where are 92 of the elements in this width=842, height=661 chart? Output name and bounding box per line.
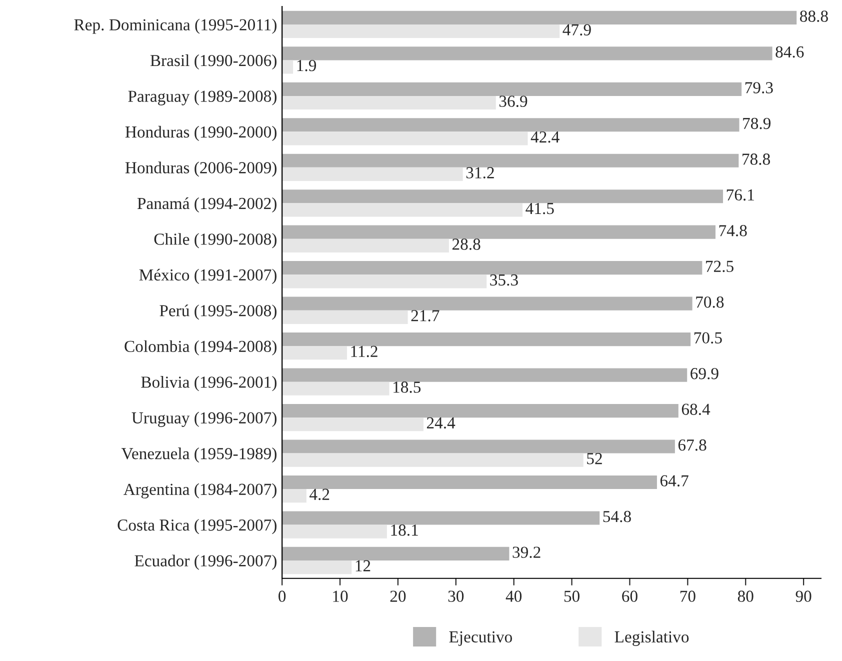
bar xyxy=(282,475,657,490)
bar xyxy=(282,132,528,146)
data-label: 74.8 xyxy=(719,225,747,236)
data-label: 88.8 xyxy=(800,10,828,22)
data-label: 35.3 xyxy=(490,274,518,286)
bar xyxy=(282,489,306,503)
y-tick-label: Argentina (1984-2007) xyxy=(124,483,276,498)
bar xyxy=(282,46,772,60)
bar xyxy=(282,238,449,252)
bar xyxy=(282,10,797,24)
bar xyxy=(282,511,600,525)
bar xyxy=(282,203,523,217)
data-label: 78.8 xyxy=(742,154,770,165)
data-label: 54.8 xyxy=(603,510,631,522)
data-label: 76.1 xyxy=(726,189,754,201)
x-tick-label: 60 xyxy=(622,590,638,602)
y-tick-label: Ecuador (1996-2007) xyxy=(134,554,276,570)
data-label: 4.2 xyxy=(310,488,330,500)
data-label: 52 xyxy=(587,453,602,464)
y-tick-label: Venezuela (1959-1989) xyxy=(121,448,276,463)
bar xyxy=(282,546,510,561)
y-tick-label: Bolivia (1996-2001) xyxy=(141,376,276,392)
data-label: 24.4 xyxy=(426,417,456,429)
bar xyxy=(282,24,560,38)
bar xyxy=(282,82,742,96)
y-tick-label: Colombia (1994-2008) xyxy=(124,340,276,356)
data-label: 1.9 xyxy=(297,60,316,72)
x-tick-label: 30 xyxy=(448,590,464,602)
bar xyxy=(282,60,294,74)
data-label: 70.5 xyxy=(694,332,722,344)
y-tick-label: Honduras (1990-2000) xyxy=(125,126,276,142)
x-tick-label: 0 xyxy=(278,590,286,602)
bar xyxy=(282,225,716,239)
y-tick-label: Rep. Dominicana (1995-2011) xyxy=(74,18,276,34)
data-label: 42.4 xyxy=(530,131,560,143)
data-label: 70.8 xyxy=(696,296,724,308)
y-tick-label: Perú (1995-2008) xyxy=(160,304,276,320)
legend-label: Legislativo xyxy=(614,630,689,646)
y-tick-label: Costa Rica (1995-2007) xyxy=(118,518,276,534)
y-tick-label: Chile (1990-2008) xyxy=(154,233,276,248)
data-label: 69.9 xyxy=(690,368,718,380)
bar xyxy=(282,418,424,432)
bar xyxy=(282,296,692,310)
y-tick-label: México (1991-2007) xyxy=(139,268,276,284)
data-label: 36.9 xyxy=(499,96,528,107)
bar xyxy=(282,310,408,324)
bar xyxy=(282,96,496,110)
bar xyxy=(282,261,702,275)
bar xyxy=(282,382,390,396)
bar xyxy=(282,274,487,288)
bar xyxy=(282,560,352,574)
y-tick-label: Paraguay (1989-2008) xyxy=(128,90,276,106)
data-label: 64.7 xyxy=(660,475,688,486)
y-tick-label: Uruguay (1996-2007) xyxy=(132,412,276,427)
bar xyxy=(282,524,387,538)
x-tick-label: 50 xyxy=(564,590,580,602)
data-label: 18.1 xyxy=(391,524,418,536)
data-label: 72.5 xyxy=(706,260,734,272)
data-label: 47.9 xyxy=(562,24,591,36)
data-label: 78.9 xyxy=(743,118,771,130)
legend-label: Ejecutivo xyxy=(449,631,512,646)
y-tick-label: Panamá (1994-2002) xyxy=(137,197,276,212)
y-tick-label: Brasil (1990-2006) xyxy=(150,54,276,70)
data-label: 11.2 xyxy=(351,346,378,358)
x-tick-label: 10 xyxy=(333,590,348,602)
bar xyxy=(282,404,678,418)
x-tick-label: 40 xyxy=(506,590,522,602)
data-label: 21.7 xyxy=(411,310,440,322)
bar xyxy=(282,453,584,467)
bar xyxy=(282,332,691,346)
data-label: 67.8 xyxy=(678,439,706,451)
data-label: 68.4 xyxy=(682,404,710,416)
x-tick-label: 70 xyxy=(680,590,696,602)
data-label: 84.6 xyxy=(776,46,804,58)
x-tick-label: 20 xyxy=(390,590,406,602)
data-label: 31.2 xyxy=(466,167,494,178)
data-label: 28.8 xyxy=(452,238,480,250)
data-label: 79.3 xyxy=(745,82,773,94)
bar xyxy=(282,190,724,204)
data-label: 39.2 xyxy=(512,546,540,558)
bar xyxy=(282,440,675,454)
y-tick-label: Honduras (2006-2009) xyxy=(125,162,276,177)
bar xyxy=(282,167,463,181)
bar xyxy=(282,118,740,132)
bar xyxy=(282,368,688,382)
bar xyxy=(282,154,739,168)
x-tick-label: 80 xyxy=(738,590,754,602)
data-label: 18.5 xyxy=(394,382,421,393)
data-label: 12 xyxy=(356,560,370,572)
x-tick-label: 90 xyxy=(796,590,812,602)
bar xyxy=(282,346,347,360)
data-label: 41.5 xyxy=(526,202,554,214)
